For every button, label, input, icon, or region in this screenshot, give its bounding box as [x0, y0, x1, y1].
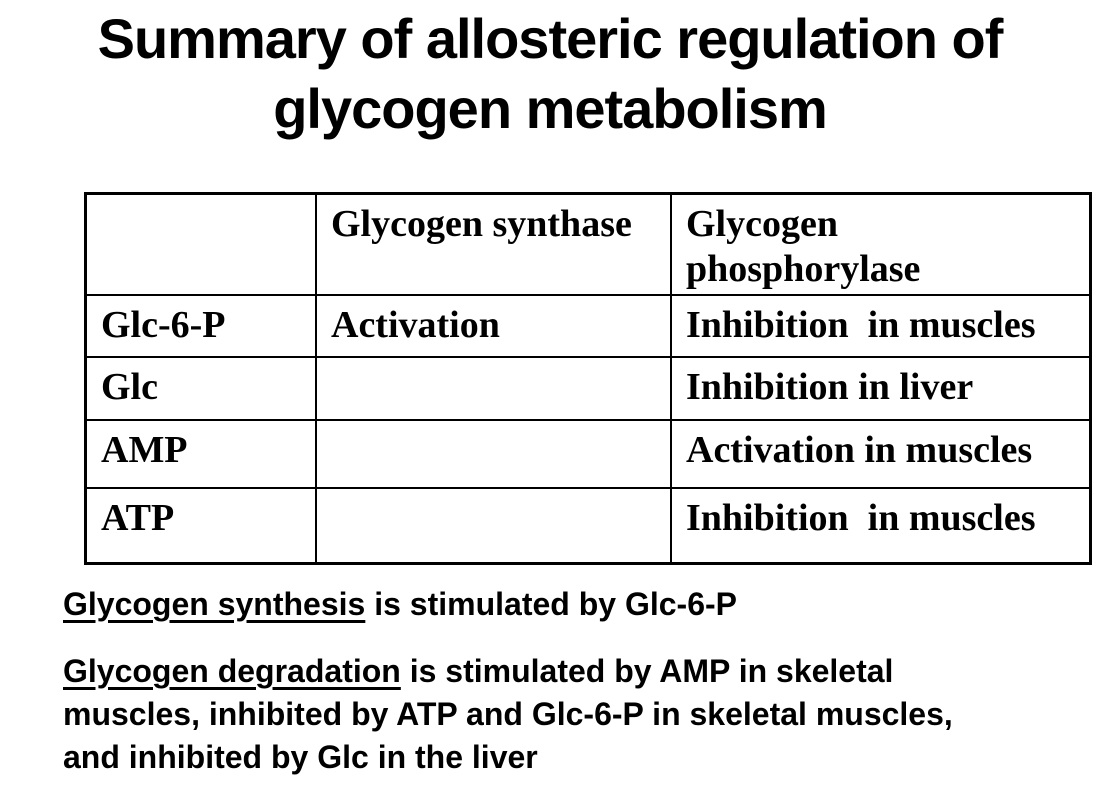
table-row-atp: ATP Inhibition in muscles	[84, 486, 1092, 565]
note-glycogen-degradation: Glycogen degradation is stimulated by AM…	[63, 650, 1053, 779]
slide-title: Summary of allosteric regulation of glyc…	[0, 4, 1100, 144]
table-header-row: Glycogen synthase Glycogen phosphorylase	[84, 192, 1092, 296]
cell-amp-synthase	[315, 418, 672, 489]
cell-amp-phosphorylase: Activation in muscles	[670, 418, 1092, 489]
slide-title-line-1: Summary of allosteric regulation of	[97, 7, 1004, 70]
slide-title-line-2: glycogen metabolism	[273, 77, 828, 140]
row-label-glc-6-p: Glc-6-P	[84, 293, 317, 358]
cell-glc-synthase	[315, 355, 672, 421]
note-synthesis-text: is stimulated by Glc-6-P	[365, 586, 737, 622]
table-header-empty	[84, 192, 317, 296]
cell-atp-phosphorylase: Inhibition in muscles	[670, 486, 1092, 565]
table-row-glc: Glc Inhibition in liver	[84, 355, 1092, 421]
table-header-glycogen-synthase: Glycogen synthase	[315, 192, 672, 296]
cell-glc-6-p-synthase: Activation	[315, 293, 672, 358]
note-degradation-highlight: Glycogen degradation	[63, 653, 401, 689]
table-row-amp: AMP Activation in muscles	[84, 418, 1092, 489]
note-glycogen-synthesis: Glycogen synthesis is stimulated by Glc-…	[63, 583, 1053, 626]
cell-atp-synthase	[315, 486, 672, 565]
row-label-atp: ATP	[84, 486, 317, 565]
table-row-glc-6-p: Glc-6-P Activation Inhibition in muscles	[84, 293, 1092, 358]
row-label-amp: AMP	[84, 418, 317, 489]
note-synthesis-highlight: Glycogen synthesis	[63, 586, 366, 622]
table-header-glycogen-phosphorylase: Glycogen phosphorylase	[670, 192, 1092, 296]
cell-glc-6-p-phosphorylase: Inhibition in muscles	[670, 293, 1092, 358]
cell-glc-phosphorylase: Inhibition in liver	[670, 355, 1092, 421]
regulation-table: Glycogen synthase Glycogen phosphorylase…	[84, 192, 1092, 565]
note-degradation-text: is stimulated by AMP in skeletal muscles…	[63, 653, 953, 775]
row-label-glc: Glc	[84, 355, 317, 421]
